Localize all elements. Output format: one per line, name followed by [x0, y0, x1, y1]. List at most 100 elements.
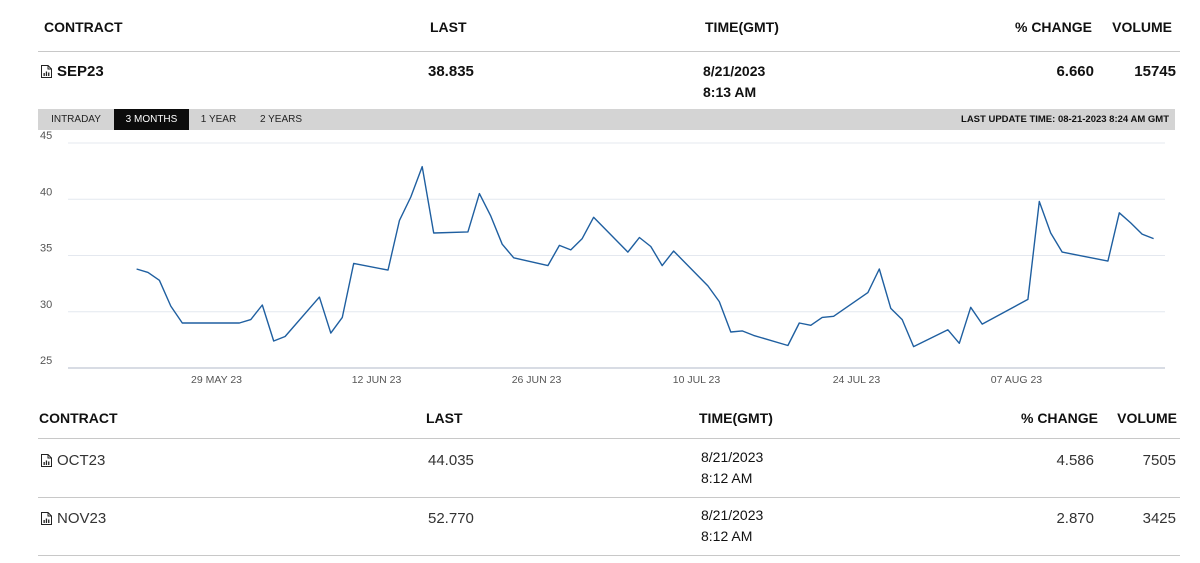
data-point — [627, 251, 629, 253]
volume-value: 3425 — [1142, 510, 1176, 527]
data-point — [798, 322, 800, 324]
data-point — [181, 322, 183, 324]
data-point — [833, 315, 835, 317]
data-point — [330, 332, 332, 334]
data-point — [1027, 298, 1029, 300]
main-table-header: CONTRACT LAST TIME(GMT) % CHANGE VOLUME — [38, 0, 1180, 52]
time-column-header: TIME(GMT) — [705, 19, 779, 35]
data-point — [867, 292, 869, 294]
tab-3-months[interactable]: 3 MONTHS — [114, 109, 189, 130]
data-point — [970, 306, 972, 308]
main-contract-row[interactable]: SEP23 38.835 8/21/2023 8:13 AM 6.660 157… — [38, 52, 1180, 108]
data-point — [147, 271, 149, 273]
volume-column-header: VOLUME — [1117, 410, 1177, 426]
data-point — [547, 265, 549, 267]
data-point — [913, 346, 915, 348]
contract-label[interactable]: OCT23 — [57, 452, 106, 469]
data-point — [1153, 238, 1155, 240]
change-column-header: % CHANGE — [1014, 19, 1092, 35]
data-point — [227, 322, 229, 324]
main-last-value: 38.835 — [428, 63, 474, 80]
time-cell: 8/21/2023 8:12 AM — [701, 447, 763, 489]
data-point — [673, 250, 675, 252]
contract-cell[interactable]: NOV23 — [41, 510, 106, 527]
data-point — [1130, 222, 1132, 224]
time-cell: 8/21/2023 8:12 AM — [701, 505, 763, 547]
data-point — [947, 329, 949, 331]
change-value: 4.586 — [1056, 452, 1094, 469]
date-value: 8/21/2023 — [701, 507, 764, 523]
table-row[interactable]: NOV23 52.770 8/21/2023 8:12 AM 2.870 342… — [38, 498, 1180, 556]
main-contract-label[interactable]: SEP23 — [57, 63, 104, 80]
data-point — [513, 257, 515, 259]
data-point — [901, 319, 903, 321]
data-point — [490, 215, 492, 217]
main-change-value: 6.660 — [1056, 63, 1094, 80]
data-point — [250, 319, 252, 321]
main-time-cell: 8/21/2023 8:13 AM — [703, 61, 765, 103]
data-point — [593, 216, 595, 218]
y-tick-label: 25 — [40, 355, 52, 367]
contract-cell[interactable]: OCT23 — [41, 452, 105, 469]
data-point — [730, 331, 732, 333]
tab-2-years[interactable]: 2 YEARS — [259, 114, 303, 125]
data-point — [318, 296, 320, 298]
contract-column-header: CONTRACT — [39, 410, 118, 426]
x-tick-label: 29 MAY 23 — [191, 374, 242, 386]
price-chart: 45 40 35 30 25 29 MAY 23 12 JUN 23 26 JUN 23 10 … — [40, 130, 1165, 386]
tab-1-year[interactable]: 1 YEAR — [200, 114, 237, 125]
data-point — [170, 305, 172, 307]
data-point — [1118, 212, 1120, 214]
contract-label[interactable]: NOV23 — [57, 510, 107, 527]
data-point — [753, 334, 755, 336]
file-chart-icon — [41, 454, 52, 467]
data-point — [273, 340, 275, 342]
data-point — [570, 249, 572, 251]
price-series-line — [136, 165, 1154, 348]
change-value: 2.870 — [1056, 510, 1094, 527]
data-point — [410, 196, 412, 198]
file-chart-icon — [41, 512, 52, 525]
last-column-header: LAST — [430, 19, 467, 35]
data-point — [981, 323, 983, 325]
data-point — [878, 268, 880, 270]
data-point — [707, 285, 709, 287]
data-point — [650, 246, 652, 248]
tab-intraday[interactable]: INTRADAY — [51, 114, 101, 125]
file-chart-icon — [41, 65, 52, 78]
last-value: 44.035 — [428, 452, 474, 469]
data-point — [238, 322, 240, 324]
x-tick-label: 12 JUN 23 — [352, 374, 402, 386]
y-tick-label: 45 — [40, 130, 52, 142]
time-value: 8:12 AM — [701, 470, 753, 486]
range-tab-bar: INTRADAY 3 MONTHS 1 YEAR 2 YEARS LAST UP… — [38, 109, 1175, 130]
time-value: 8:12 AM — [701, 528, 753, 544]
data-point — [433, 232, 435, 234]
data-point — [158, 279, 160, 281]
main-time: 8:13 AM — [703, 84, 757, 100]
x-tick-label: 24 JUL 23 — [833, 374, 881, 386]
data-point — [1061, 251, 1063, 253]
data-point — [890, 307, 892, 309]
data-point — [958, 342, 960, 344]
data-point — [661, 265, 663, 267]
data-point — [1038, 201, 1040, 203]
data-point — [284, 336, 286, 338]
data-point — [387, 269, 389, 271]
data-point — [638, 237, 640, 239]
data-point — [421, 166, 423, 168]
contracts-table-header: CONTRACT LAST TIME(GMT) % CHANGE VOLUME — [38, 392, 1180, 439]
volume-value: 7505 — [1142, 452, 1176, 469]
data-point — [261, 304, 263, 306]
data-point — [478, 193, 480, 195]
data-point — [136, 268, 138, 270]
table-row[interactable]: OCT23 44.035 8/21/2023 8:12 AM 4.586 750… — [38, 440, 1180, 498]
data-point — [353, 262, 355, 264]
date-value: 8/21/2023 — [701, 449, 764, 465]
data-point — [1107, 260, 1109, 262]
data-point — [341, 316, 343, 318]
data-point — [821, 316, 823, 318]
x-tick-label: 07 AUG 23 — [991, 374, 1043, 386]
data-point — [741, 330, 743, 332]
main-contract-cell[interactable]: SEP23 — [41, 63, 104, 80]
